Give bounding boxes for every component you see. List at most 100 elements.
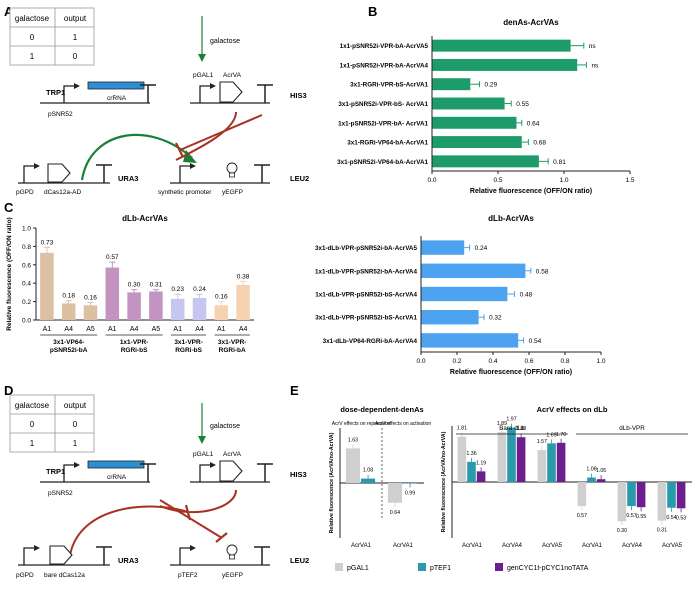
data-label: 0.48 [520,292,533,299]
annotation-activation: AcrV effects on activation [375,421,432,427]
promoter-psnr52-label: pSNR52 [48,490,73,497]
x-tick-label: AcrVA1 [351,543,372,549]
data-label: ns [589,43,597,50]
chart-bar [432,155,539,168]
crrna-gene-icon [87,460,145,469]
promoter-synthetic-icon [179,165,192,183]
chart-e-acrv-effects-dlb: AcrV effects on dLb Relative fluorescence… [441,405,692,549]
data-label: 0.58 [536,268,549,275]
data-label: 0.16 [215,294,228,301]
chart-bar [345,448,360,483]
crrna-label: crRNA [107,474,127,481]
chart-bar [83,305,98,320]
data-label: 1.19 [476,460,486,466]
crrna-label: crRNA [107,95,127,102]
y-axis-label: Relative fluorescence (AcrVA/no-AcrVA) [329,432,335,533]
terminator-icon [96,164,112,183]
data-label: 1.57 [537,439,547,445]
chart-bar [627,482,636,507]
data-label: 0.53 [676,515,686,521]
marker-his3: HIS3 [290,470,307,479]
marker-leu2: LEU2 [290,174,309,183]
y-axis-label: Relative fluorescence (AcrVA/no-AcrVA) [441,431,447,532]
promoter-arrowhead-icon [190,545,196,551]
promoter-pgpd-icon [23,547,36,565]
y-tick-label: 0.6 [22,262,31,269]
x-axis-label: Relative fluorescence (OFF/ON ratio) [470,188,592,195]
data-label: 0.64 [527,120,540,127]
data-label: 0.23 [171,286,184,293]
category-label: 1x1-pSNR52i-VPR-bA-AcrVA5 [340,43,429,50]
category-label: 3x1-pSNR52i-VPR-bS- AcrVA1 [338,101,428,108]
activation-arrowhead-icon [183,150,197,163]
synthetic-promoter-label: synthetic promoter [158,189,212,196]
data-label: 1.63 [348,437,358,443]
legend-label: pGAL1 [347,565,369,572]
x-tick-label: 0.8 [560,358,569,365]
x-tick-label: AcrVA1 [393,543,414,549]
data-label: 0.31 [150,282,163,289]
chart-bar [192,297,207,320]
chart-bar [61,303,76,320]
x-tick-label: AcrVA1 [462,543,483,549]
promoter-pgal1-label: pGAL1 [193,72,214,79]
data-label: 0.24 [475,245,488,252]
truth-table-header-output: output [64,401,87,410]
x-tick-label: 0.0 [427,177,436,184]
data-label: 1.05 [596,468,606,474]
chart-bar [556,442,566,482]
y-axis-label: Relative fluorescence (OFF/ON ratio) [6,217,13,330]
data-label: 1.80 [516,426,526,432]
legend-swatch [495,563,503,571]
dcas12a-ad-gene-icon [47,163,71,183]
repression-arc [159,489,237,514]
chart-title: dLb-AcrVAs [122,214,168,223]
terminator-icon [96,546,112,565]
legend-swatch [335,563,343,571]
chart-bar [421,263,526,278]
panel-label-a: A [4,4,14,19]
category-label: 3x1-dLb-VPR-pSNR52i-bS-AcrVA1 [315,315,417,322]
chart-bar [127,292,141,320]
chart-title: AcrV effects on dLb [537,405,608,414]
chart-bar [421,240,465,255]
yegfp-label: yEGFP [222,572,243,579]
chart-bar [421,310,479,325]
yegfp-label: yEGFP [222,189,243,196]
crrna-gene-icon [87,81,145,90]
group-label: RGRi-bS [121,347,148,354]
terminator-icon [140,84,156,103]
terminator-icon [140,463,156,482]
truth-table-cell: 1 [30,52,35,61]
x-tick-label: AcrVA5 [542,543,563,549]
promoter-pgpd-icon [23,165,36,183]
y-tick-label: 0.2 [22,299,31,306]
legend-swatch [418,563,426,571]
chart-bar [214,305,229,320]
marker-ura3: URA3 [118,174,138,183]
chart-bar [105,267,120,320]
group-label: Bare dLb [499,425,525,432]
x-tick-label: AcrVA4 [502,543,523,549]
data-label: 0.57 [626,513,636,519]
data-label: 0.81 [553,159,566,166]
x-tick-label: AcrVA1 [582,543,603,549]
panel-label-d: D [4,383,13,398]
chart-bar [40,252,54,320]
lightbulb-base-icon [229,172,235,178]
chart-bar [387,483,402,503]
x-tick-label: A1 [43,326,52,333]
chart-bar [476,471,486,482]
lightbulb-base-icon [229,554,235,560]
data-label: 1.70 [556,432,566,438]
truth-table-header-galactose: galactose [15,401,50,410]
x-tick-label: AcrVA4 [622,543,643,549]
promoter-pgpd-label: pGPD [16,572,34,579]
data-label: 0.31 [657,528,667,534]
category-label: 3x1-RGRi-VP64-bA-AcrVA1 [347,140,428,147]
panel-label-e: E [290,383,299,398]
group-label: 3x1-VPR- [218,339,247,346]
x-tick-label: A4 [64,326,73,333]
x-tick-label: 1.0 [559,177,568,184]
category-label: 3x1-dLb-VP64-RGRi-bA-AcrVA4 [323,338,418,345]
